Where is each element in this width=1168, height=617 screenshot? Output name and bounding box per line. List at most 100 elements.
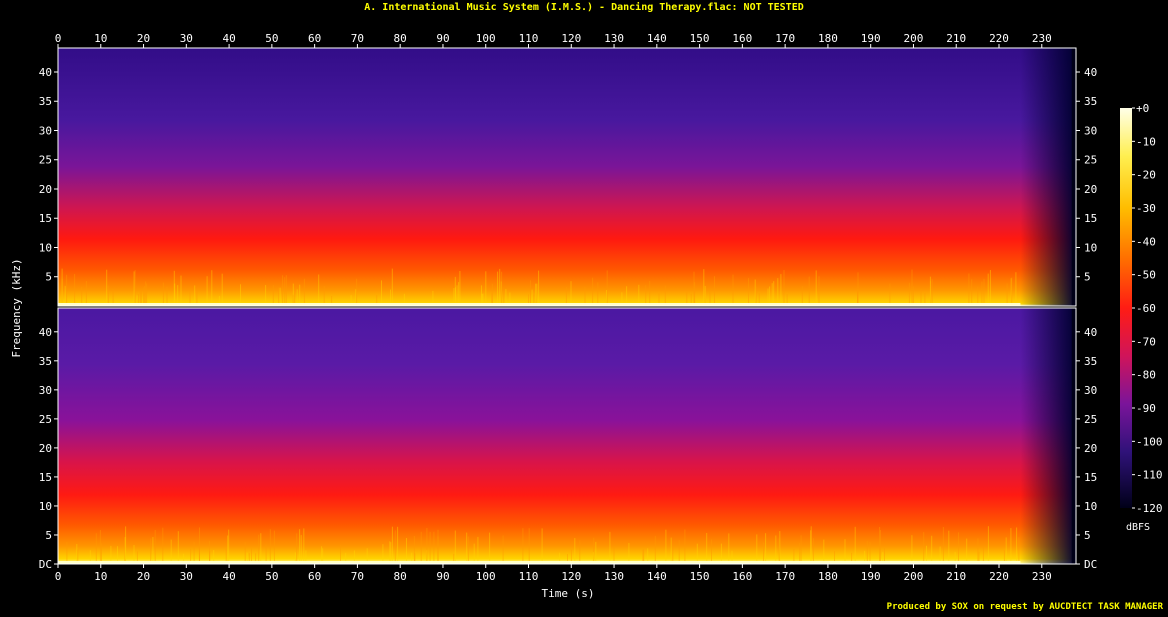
channel-1-transient [709,291,711,306]
channel-2-transient [136,551,138,564]
y-tick-label-left: 35 [39,355,52,368]
channel-1-transient [535,284,537,306]
y-tick-label-left: 30 [39,384,52,397]
channel-2-transient [265,544,267,564]
channel-1-transient [166,286,168,306]
channel-1-transient [455,287,456,306]
channel-1-transient [801,286,803,306]
channel-2-transient [66,542,68,564]
channel-1-transient [638,284,640,306]
x-tick-label-bottom: 160 [732,570,752,583]
channel-1-transient [911,269,913,306]
channel-2-transient [413,536,415,564]
channel-2-transient [394,530,396,564]
y-tick-label-left: 20 [39,442,52,455]
y-tick-label-left: 10 [39,500,52,513]
x-tick-label-bottom: 220 [989,570,1009,583]
channel-2-transient [799,543,801,564]
channel-1-transient [376,295,378,306]
channel-1-transient [771,283,773,306]
channel-2-transient [390,542,392,564]
channel-2-transient [502,535,504,564]
channel-1-transient [929,276,931,306]
channel-2-transient [177,531,179,564]
channel-1-transient [211,270,213,306]
y-tick-label-left: 25 [39,413,52,426]
channel-1-transient [977,286,979,306]
colorbar-tick-label: +0 [1136,102,1149,115]
channel-2-transient [911,535,913,564]
channel-2-transient [193,541,195,564]
channel-2-transient [473,543,475,564]
channel-2-transient [244,541,246,564]
y-tick-label-left: 5 [45,529,52,542]
channel-1-transient [403,293,405,306]
channel-1-transient [908,282,910,306]
channel-2-transient [522,528,524,564]
channel-2-transient [800,535,802,564]
y-tick-label-left: 15 [39,471,52,484]
channel-2-transient [170,539,172,564]
x-tick-label-top: 210 [946,32,966,45]
x-tick-label-bottom: 90 [436,570,449,583]
x-tick-label-top: 220 [989,32,1009,45]
channel-1-transient [704,288,706,306]
x-tick-label-top: 70 [351,32,364,45]
page-title: A. International Music System (I.M.S.) -… [364,1,804,13]
channel-2-transient [939,546,941,564]
channel-2-transient [1018,537,1020,564]
channel-1-transient [703,269,705,306]
channel-2-transient [299,529,301,564]
channel-1-transient [690,293,692,306]
channel-2-transient [345,552,347,564]
channel-2-transient [954,551,956,564]
channel-2-transient [978,551,980,564]
channel-2-transient [779,531,781,564]
channel-1-transient [279,287,281,306]
y-tick-label-right: 25 [1084,154,1097,167]
channel-1-transient [857,291,858,306]
channel-1-transient [146,283,148,306]
y-tick-label-right: 40 [1084,66,1097,79]
x-axis-label: Time (s) [542,587,595,600]
x-tick-label-top: 200 [904,32,924,45]
channel-1-transient [177,285,179,306]
y-tick-label-right: 15 [1084,471,1097,484]
channel-1-transient [162,282,164,306]
x-tick-label-top: 80 [394,32,407,45]
channel-2-transient [260,533,262,564]
channel-1-transient [924,293,926,306]
channel-1-transient [112,288,114,306]
channel-1-transient [66,274,68,306]
channel-1-transient [81,286,83,306]
channel-2-transient [593,537,595,564]
channel-2-transient [296,533,298,564]
channel-1-transient [649,280,651,306]
channel-2-transient [303,528,305,564]
channel-2-transient [125,526,127,564]
channel-1-transient [714,276,715,306]
channel-1-frame [57,47,1077,307]
channel-2-transient [775,535,777,564]
channel-1-transient [64,285,66,306]
channel-1-transient [458,282,460,306]
channel-1-transient [350,295,352,306]
x-tick-label-top: 180 [818,32,838,45]
channel-1-transient [356,278,358,306]
x-tick-label-bottom: 150 [690,570,710,583]
colorbar-tick-label: -110 [1136,469,1163,482]
channel-1-transient [303,278,305,306]
channel-2-transient [101,543,102,564]
channel-2-transient [647,548,649,564]
channel-2-transient [923,532,925,564]
x-tick-label-bottom: 100 [476,570,496,583]
channel-1-transient [240,284,241,306]
x-tick-label-bottom: 0 [55,570,62,583]
channel-1-transient [857,291,859,306]
channel-1-transient [139,291,141,306]
channel-2-transient [879,527,881,564]
channel-2-transient [654,535,656,564]
x-tick-label-top: 140 [647,32,667,45]
colorbar-label: dBFS [1126,522,1150,533]
